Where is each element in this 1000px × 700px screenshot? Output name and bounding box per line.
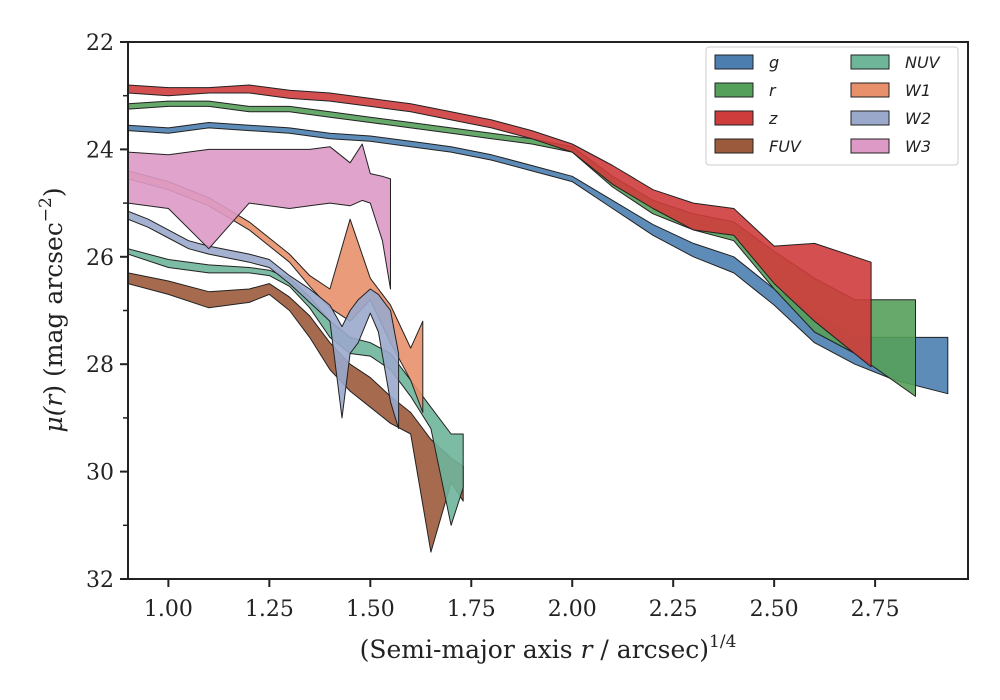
- legend-label-w2: W2: [905, 109, 931, 128]
- x-tick-label: 2.25: [649, 597, 698, 622]
- legend: grz FUV NUV W1 W2 W3: [705, 46, 959, 166]
- legend-label-w1: W1: [905, 81, 931, 100]
- legend-swatch-g: [714, 54, 754, 70]
- x-tick-label: 2.75: [851, 597, 900, 622]
- legend-swatch-nuv: [850, 54, 890, 70]
- y-axis-label: μ(r) (mag arcsec−2): [36, 187, 68, 432]
- band-z: [128, 84, 872, 368]
- legend-swatch-fuv: [714, 138, 754, 154]
- legend-label-fuv: FUV: [769, 137, 802, 156]
- legend-swatch-w1: [850, 82, 890, 98]
- band-g: [128, 122, 949, 395]
- legend-label-w3: W3: [905, 137, 931, 156]
- legend-label-g: g: [769, 53, 779, 72]
- legend-swatch-w3: [850, 138, 890, 154]
- x-tick-label: 1.00: [144, 597, 193, 622]
- y-axis: 22 24 26 28 30 32: [86, 31, 128, 593]
- legend-box: [705, 46, 959, 166]
- band-w3: [128, 143, 391, 290]
- band-fuv: [128, 272, 464, 553]
- x-tick-label: 1.50: [346, 597, 395, 622]
- band-w1: [128, 170, 424, 413]
- legend-label-nuv: NUV: [905, 53, 941, 72]
- legend-swatch-z: [714, 110, 754, 126]
- y-tick-label: 26: [86, 246, 114, 271]
- y-tick-label: 28: [86, 353, 114, 378]
- x-tick-label: 1.75: [447, 597, 496, 622]
- x-axis-label: (Semi-major axis r / arcsec)1/4: [360, 632, 737, 664]
- legend-swatch-w2: [850, 110, 890, 126]
- profile-bands: [128, 84, 949, 553]
- legend-swatch-r: [714, 82, 754, 98]
- band-w2: [128, 210, 400, 430]
- legend-label-r: r: [769, 81, 777, 100]
- y-tick-label: 30: [86, 461, 114, 486]
- y-tick-label: 32: [86, 568, 114, 593]
- x-tick-label: 2.00: [548, 597, 597, 622]
- y-tick-label: 24: [86, 138, 114, 163]
- x-axis: 1.00 1.25 1.50 1.75 2.00 2.25 2.50 2.75: [144, 579, 900, 622]
- y-tick-label: 22: [86, 31, 114, 56]
- x-tick-label: 1.25: [245, 597, 294, 622]
- legend-label-z: z: [768, 109, 778, 128]
- x-tick-label: 2.50: [750, 597, 799, 622]
